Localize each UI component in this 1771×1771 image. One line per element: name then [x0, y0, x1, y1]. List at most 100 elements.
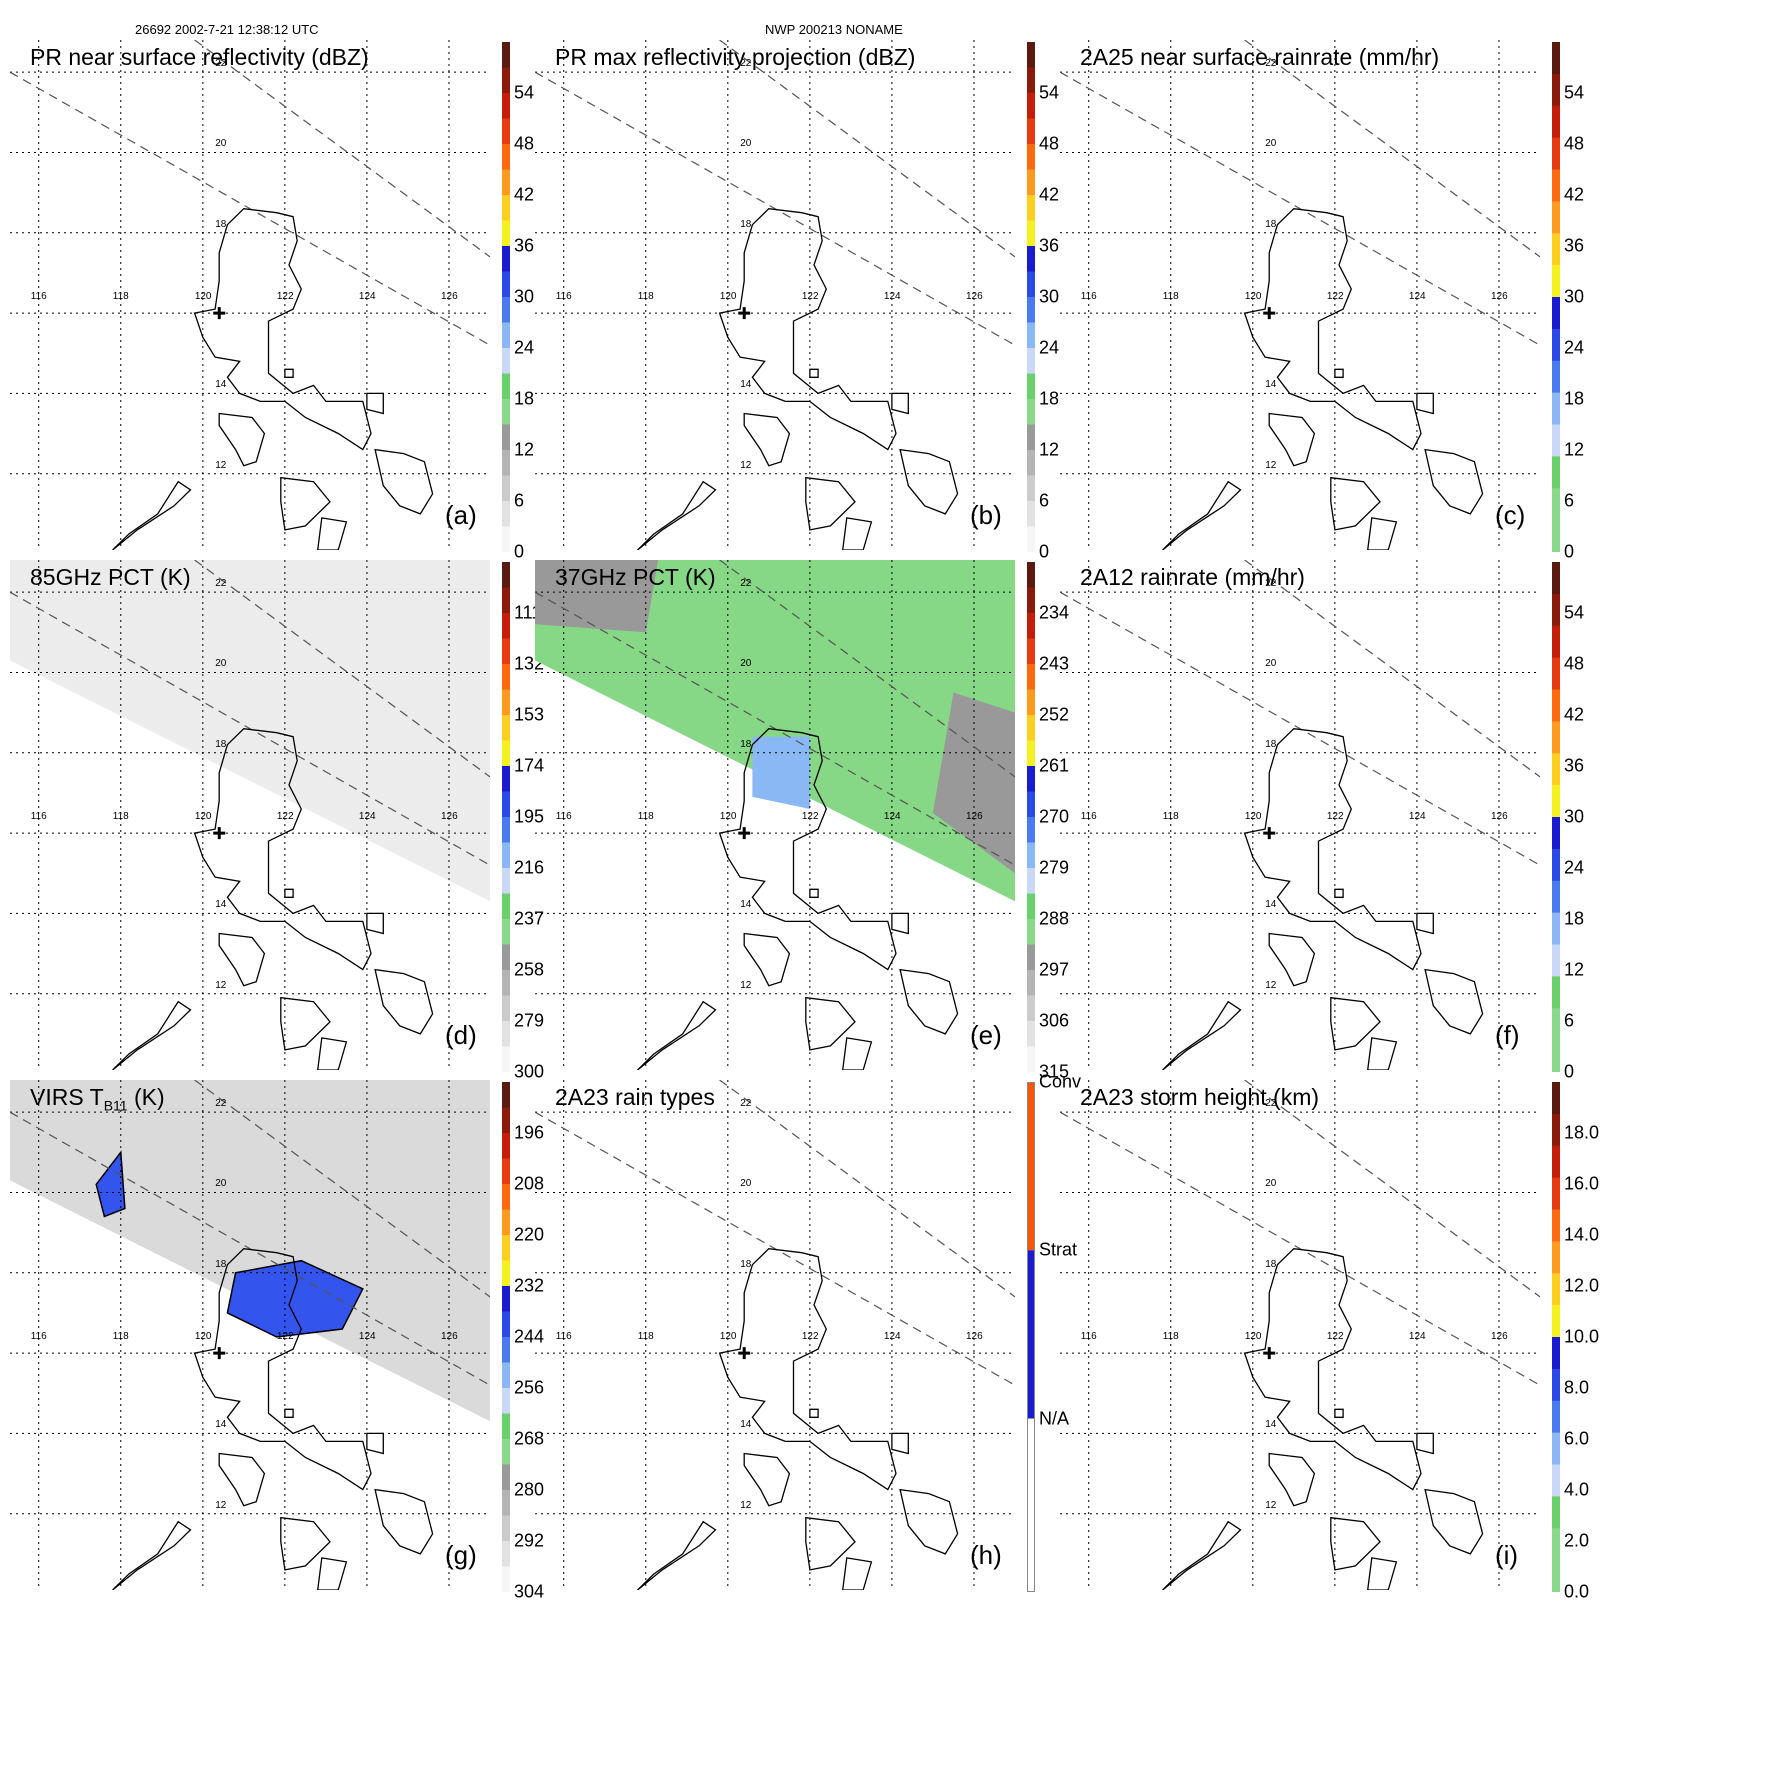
coastline — [899, 448, 959, 515]
colorbar-segment — [1552, 1008, 1560, 1043]
coastline — [805, 996, 856, 1051]
colorbar-tick-label: 195 — [514, 806, 545, 827]
coastline — [809, 888, 819, 898]
coastline — [1243, 728, 1422, 971]
satellite-swath — [535, 560, 1015, 902]
longitude-label: 118 — [112, 811, 129, 822]
colorbar-segment — [502, 144, 510, 173]
coastline — [1367, 1037, 1398, 1070]
colorbar-segment — [1552, 233, 1560, 268]
coastline — [842, 1037, 873, 1070]
coastline — [1334, 368, 1344, 378]
colorbar-segment — [502, 689, 510, 718]
colorbar-tick-label: 48 — [514, 133, 535, 154]
panel-title-text: PR near surface reflectivity (dBZ) — [30, 44, 369, 70]
colorbar-tick-label: 42 — [1564, 184, 1585, 205]
swath-edge — [719, 560, 1015, 778]
colorbar-segment — [1552, 785, 1560, 820]
colorbar-tick-label: 153 — [514, 704, 545, 725]
colorbar-tick-label: 48 — [1564, 653, 1585, 674]
colorbar-segment — [502, 1515, 510, 1544]
colorbar-segment — [1552, 1145, 1560, 1181]
colorbar-segment — [502, 348, 510, 377]
panel-title-text: 85GHz PCT (K) — [30, 564, 191, 590]
coastline — [374, 968, 434, 1035]
latitude-label: 22 — [1265, 58, 1277, 70]
colorbar-segment — [1027, 893, 1035, 922]
colorbar-tick-label: 48 — [1039, 133, 1060, 154]
longitude-label: 124 — [883, 291, 901, 302]
colorbar-segment — [1552, 689, 1560, 724]
panel-h: 116 118 120 122 124 126 22 20 18 14 12 2A23 rain ty… — [525, 1040, 1081, 1592]
panel-title: 2A12 rainrate (mm/hr) — [1080, 564, 1305, 591]
colorbar-segment — [1027, 1082, 1035, 1251]
colorbar-segment — [1552, 328, 1560, 364]
coastline — [366, 1432, 384, 1455]
colorbar-tick-label: 315 — [1039, 1061, 1070, 1082]
colorbar-segment — [1552, 105, 1560, 141]
colorbar-segment — [502, 1439, 510, 1468]
storm-center-marker — [1263, 1347, 1276, 1360]
longitude-label: 118 — [1162, 1331, 1179, 1342]
colorbar-canvas — [1552, 1082, 1560, 1592]
latitude-label: 22 — [1265, 1098, 1277, 1110]
colorbar-tick-label: 6 — [1039, 490, 1050, 511]
colorbar-tick-label: 243 — [1039, 653, 1070, 674]
colorbar-segment — [502, 373, 510, 402]
colorbar — [502, 562, 510, 1072]
latitude-label: 12 — [740, 979, 752, 991]
longitude-label: 122 — [801, 291, 819, 302]
latitude-label: 18 — [215, 1258, 227, 1270]
colorbar-tick-label: 30 — [1564, 286, 1585, 307]
colorbar-segment — [502, 1464, 510, 1493]
colorbar-segment — [1027, 791, 1035, 820]
colorbar-segment — [1027, 144, 1035, 173]
colorbar-tick-label: 292 — [514, 1530, 545, 1551]
colorbar-segment — [1027, 995, 1035, 1024]
storm-center-marker — [213, 1347, 226, 1360]
colorbar-segment — [502, 1133, 510, 1162]
longitude-label: 122 — [276, 811, 294, 822]
panel-title-text: 37GHz PCT (K) — [555, 564, 716, 590]
longitude-label: 126 — [440, 811, 458, 822]
coastline — [1268, 1452, 1316, 1507]
latitude-label: 12 — [1265, 1499, 1277, 1511]
colorbar-tick-label: 42 — [1564, 704, 1585, 725]
colorbar-segment — [502, 613, 510, 642]
longitude-label: 122 — [1326, 291, 1344, 302]
storm-center-marker — [738, 1347, 751, 1360]
colorbar-segment — [502, 1311, 510, 1340]
coastline — [1243, 208, 1422, 451]
colorbar-tick-label: 244 — [514, 1326, 545, 1347]
colorbar-tick-label: 12 — [1564, 959, 1585, 980]
colorbar-segment — [1027, 1021, 1035, 1050]
colorbar-segment — [1552, 1209, 1560, 1244]
colorbar-segment — [1027, 348, 1035, 377]
longitude-label: 122 — [276, 1331, 294, 1342]
colorbar-canvas — [1027, 42, 1035, 552]
colorbar-segment — [1027, 1250, 1035, 1419]
coastline — [1330, 1516, 1381, 1571]
colorbar-ticks: 18.0 16.0 14.0 12.0 10.0 8.0 6.0 4.0 2.0 0.0 — [1564, 1082, 1624, 1602]
panel-title-subscript: B11 — [103, 1097, 128, 1114]
swath-edge — [1244, 1080, 1540, 1298]
coastline — [280, 1516, 331, 1571]
coastline — [193, 728, 372, 971]
coastline — [284, 368, 294, 378]
colorbar-segment — [1552, 360, 1560, 396]
colorbar-segment — [1027, 322, 1035, 351]
colorbar-segment — [502, 1566, 510, 1592]
latitude-label: 12 — [1265, 459, 1277, 471]
colorbar-segment — [1027, 562, 1035, 591]
latitude-label: 18 — [740, 1258, 752, 1270]
longitude-label: 120 — [1244, 811, 1262, 822]
map-area — [535, 40, 1015, 550]
panel-f: 116 118 120 122 124 126 22 20 18 14 12 2A12 rainrat… — [1050, 520, 1584, 1082]
latitude-label: 14 — [215, 899, 227, 911]
colorbar-tick-label: 256 — [514, 1377, 545, 1398]
colorbar-tick-label: 12 — [1564, 439, 1585, 460]
panel-title-text: 2A12 rainrate (mm/hr) — [1080, 564, 1305, 590]
colorbar-segment — [1552, 912, 1560, 948]
colorbar-segment — [1552, 1305, 1560, 1340]
colorbar-segment — [1552, 73, 1560, 109]
